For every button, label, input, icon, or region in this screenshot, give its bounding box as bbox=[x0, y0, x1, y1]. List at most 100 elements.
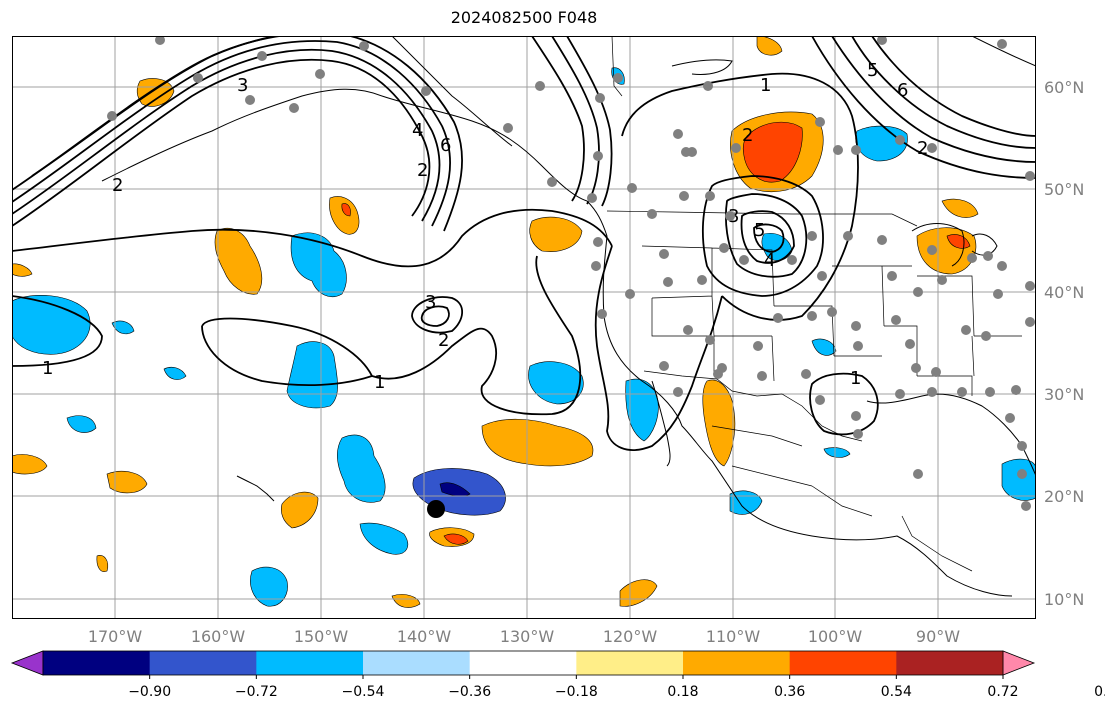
contour-line bbox=[831, 35, 1037, 163]
contour-line bbox=[11, 40, 452, 227]
colorbar-tick-label: −0.18 bbox=[555, 684, 598, 700]
station-dot bbox=[1025, 171, 1035, 181]
positive-anomaly-area bbox=[702, 379, 736, 467]
station-dot bbox=[107, 111, 117, 121]
station-dot bbox=[911, 363, 921, 373]
negative-anomaly-area bbox=[811, 338, 837, 356]
contour-line bbox=[531, 35, 585, 202]
canada-coastline bbox=[391, 35, 608, 237]
station-dot bbox=[591, 261, 601, 271]
contour-label: 3 bbox=[425, 292, 436, 313]
colorbar-cell bbox=[896, 651, 1004, 675]
station-dot bbox=[961, 325, 971, 335]
contour-line bbox=[621, 72, 859, 321]
positive-anomaly-area bbox=[941, 198, 979, 218]
mexico-states bbox=[711, 425, 973, 572]
lon-label: 140°W bbox=[397, 627, 452, 646]
station-dot bbox=[627, 183, 637, 193]
station-dot bbox=[725, 211, 735, 221]
contour-label: 2 bbox=[417, 160, 428, 181]
station-dot bbox=[1005, 413, 1015, 423]
station-dot bbox=[193, 73, 203, 83]
station-dot bbox=[937, 275, 947, 285]
station-dot bbox=[687, 147, 697, 157]
station-dot bbox=[359, 41, 369, 51]
station-dot bbox=[887, 271, 897, 281]
contour-label: 3 bbox=[237, 75, 248, 96]
alaska-coastline bbox=[101, 88, 588, 202]
colorbar-tick-label: 0.18 bbox=[667, 684, 698, 700]
contour-line bbox=[201, 325, 373, 387]
station-dot bbox=[927, 143, 937, 153]
station-dot bbox=[997, 39, 1007, 49]
station-dot bbox=[851, 145, 861, 155]
station-dot bbox=[851, 411, 861, 421]
negative-anomaly-area bbox=[111, 320, 135, 335]
contour-label: 6 bbox=[897, 80, 908, 101]
contour-label: 1 bbox=[760, 75, 771, 96]
us-west-coastline bbox=[602, 235, 1013, 597]
station-dot bbox=[705, 191, 715, 201]
station-dot bbox=[1025, 317, 1035, 327]
negative-anomaly-area bbox=[359, 522, 408, 555]
station-dot bbox=[535, 81, 545, 91]
map-title: 2024082500 F048 bbox=[450, 8, 598, 27]
station-dot bbox=[421, 86, 431, 96]
negative-anomaly-area bbox=[729, 490, 763, 515]
colorbar-tick-label: 0.90 bbox=[1094, 684, 1105, 700]
negative-anomaly-area bbox=[66, 415, 97, 433]
gulf-coastline bbox=[866, 393, 1037, 477]
station-dot bbox=[807, 231, 817, 241]
station-dot bbox=[1021, 501, 1031, 511]
station-dot bbox=[1011, 385, 1021, 395]
station-dot bbox=[315, 69, 325, 79]
station-dot bbox=[815, 117, 825, 127]
lat-label: 20°N bbox=[1044, 487, 1084, 506]
strong-positive-anomaly-area bbox=[443, 533, 469, 545]
contour-labels: 1 1 2 3 1 2 3 4 5 1 2 3 2 6 4 2 6 5 bbox=[42, 60, 928, 393]
station-dot bbox=[967, 253, 977, 263]
positive-anomaly-area bbox=[619, 579, 658, 607]
station-dot bbox=[289, 103, 299, 113]
station-dot bbox=[843, 231, 853, 241]
positive-anomaly-area bbox=[329, 196, 360, 235]
station-dot bbox=[891, 315, 901, 325]
negative-anomaly-area bbox=[11, 295, 91, 355]
contour-line bbox=[11, 208, 613, 268]
contour-label: 2 bbox=[112, 175, 123, 196]
station-dot bbox=[877, 235, 887, 245]
lon-label: 90°W bbox=[916, 627, 960, 646]
station-dot bbox=[713, 369, 723, 379]
colorbar-cell bbox=[363, 651, 471, 675]
gridlines bbox=[12, 36, 1036, 619]
station-dot bbox=[659, 361, 669, 371]
colorbar-cell bbox=[789, 651, 897, 675]
colorbar-cell bbox=[43, 651, 151, 675]
us-mexico-border bbox=[643, 370, 863, 442]
colorbar-border bbox=[42, 650, 1004, 676]
station-dot bbox=[593, 151, 603, 161]
state-lines bbox=[641, 245, 1022, 396]
station-dot bbox=[703, 81, 713, 91]
station-dot bbox=[877, 35, 887, 45]
contour-label: 2 bbox=[438, 330, 449, 351]
station-dot bbox=[679, 191, 689, 201]
station-dots bbox=[107, 35, 1035, 511]
station-dot bbox=[697, 275, 707, 285]
colorbar-cell bbox=[576, 651, 684, 675]
borders bbox=[606, 35, 1022, 572]
lat-label: 60°N bbox=[1044, 78, 1084, 97]
station-dot bbox=[757, 371, 767, 381]
station-dot bbox=[787, 255, 797, 265]
coastlines bbox=[101, 35, 1037, 597]
station-dot bbox=[731, 143, 741, 153]
positive-anomaly-area bbox=[529, 216, 583, 252]
contour-line bbox=[201, 255, 582, 416]
contour-label: 1 bbox=[850, 368, 861, 389]
contour-label: 1 bbox=[42, 358, 53, 379]
contour-line bbox=[551, 35, 600, 205]
colorbar-cell bbox=[256, 651, 364, 675]
station-dot bbox=[753, 341, 763, 351]
positive-anomaly-area bbox=[281, 491, 319, 529]
contour-label: 6 bbox=[440, 135, 451, 156]
